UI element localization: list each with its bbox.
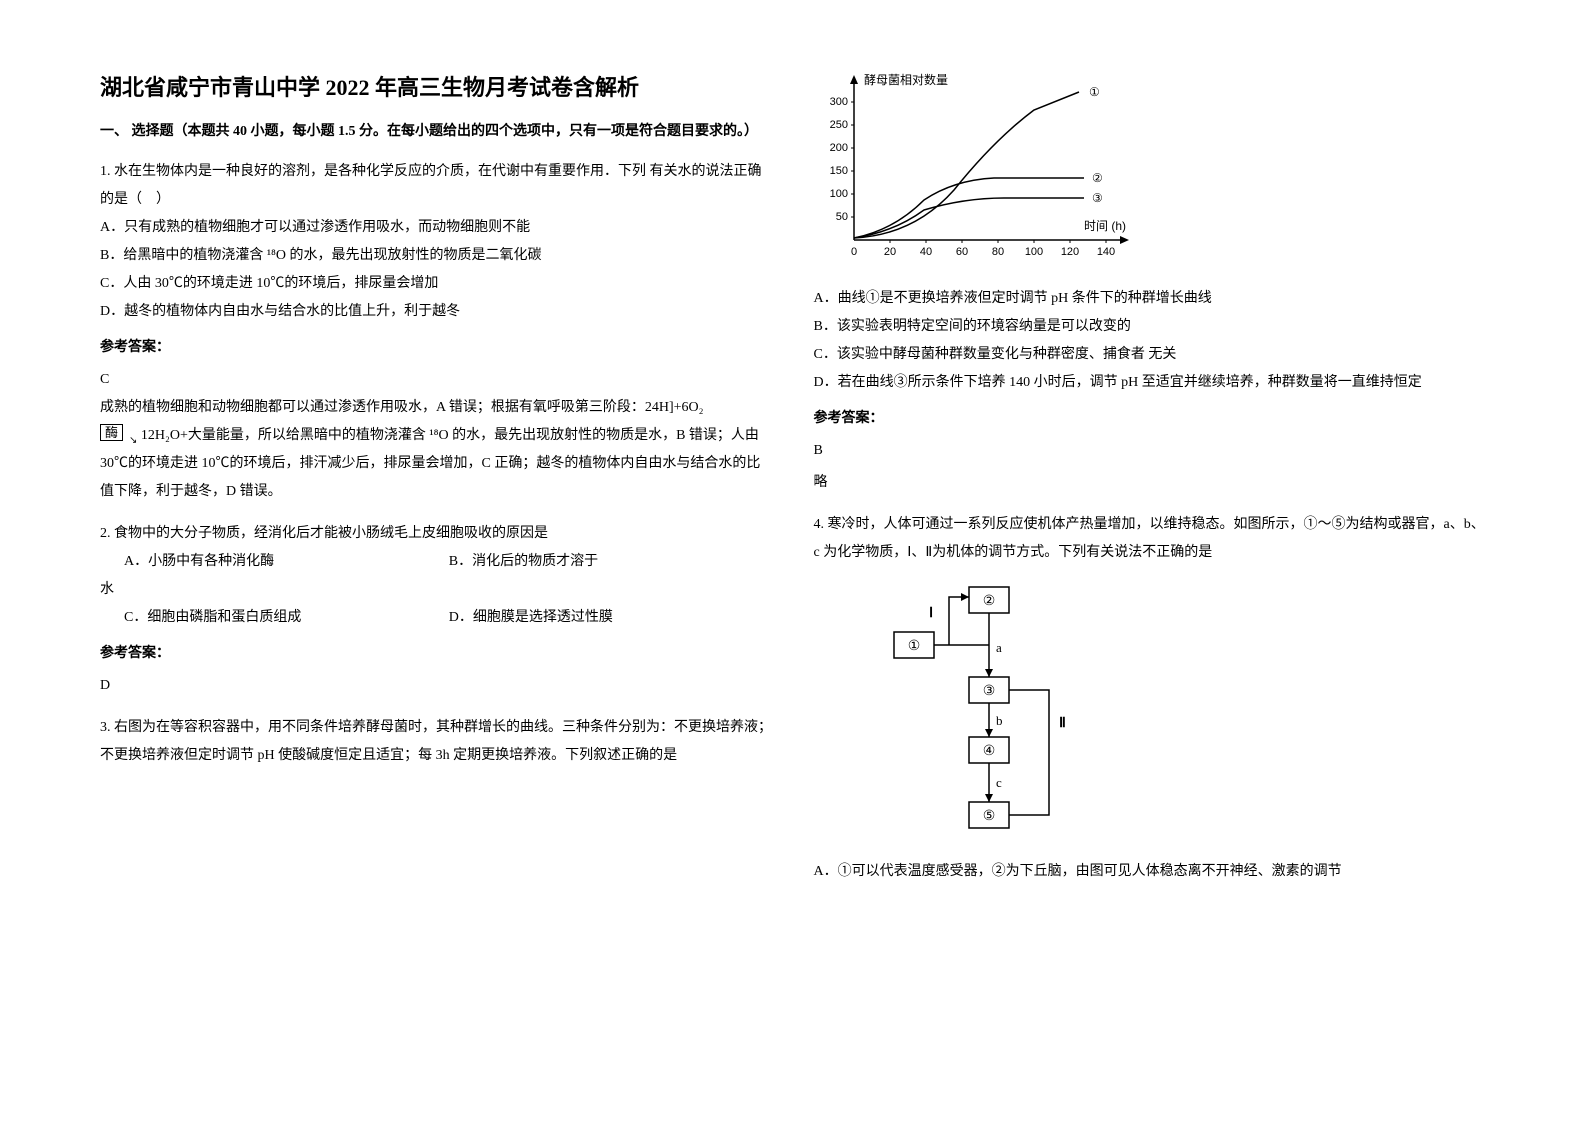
q2-option-a: A．小肠中有各种消化酶: [100, 548, 449, 576]
ytick-300: 300: [829, 96, 847, 108]
xtick-60: 60: [955, 246, 967, 258]
question-3-stem: 3. 右图为在等容积容器中，用不同条件培养酵母菌时，其种群增长的曲线。三种条件分…: [100, 714, 774, 770]
xtick-100: 100: [1024, 246, 1042, 258]
q2-answer: D: [100, 672, 774, 700]
q1-explanation-pre: 成熟的植物细胞和动物细胞都可以通过渗透作用吸水，A 错误；根据有氧呼吸第三阶段：…: [100, 394, 774, 422]
q2-stem: 2. 食物中的大分子物质，经消化后才能被小肠绒毛上皮细胞吸收的原因是: [100, 520, 774, 548]
q4-stem: 4. 寒冷时，人体可通过一系列反应使机体产热量增加，以维持稳态。如图所示，①～⑤…: [814, 511, 1488, 567]
edge-c: c: [996, 775, 1002, 790]
q2-option-c: C．细胞由磷脂和蛋白质组成: [100, 604, 449, 632]
enzyme-label: 酶: [100, 424, 123, 442]
ytick-250: 250: [829, 119, 847, 131]
left-column: 湖北省咸宁市青山中学 2022 年高三生物月考试卷含解析 一、 选择题（本题共 …: [100, 70, 774, 900]
xtick-80: 80: [991, 246, 1003, 258]
chart-x-label: 时间 (h): [1084, 219, 1126, 233]
ytick-200: 200: [829, 142, 847, 154]
q2-answer-label: 参考答案：: [100, 640, 774, 668]
xtick-140: 140: [1096, 246, 1114, 258]
label-I: Ⅰ: [929, 606, 933, 621]
exam-title: 湖北省咸宁市青山中学 2022 年高三生物月考试卷含解析: [100, 70, 774, 102]
xtick-0: 0: [850, 246, 856, 258]
q1-enzyme-row: 酶 ↘ 12H₂O+大量能量，所以给黑暗中的植物浇灌含 ¹⁸O 的水，最先出现放射…: [100, 422, 774, 506]
q1-option-d: D．越冬的植物体内自由水与结合水的比值上升，利于越冬: [100, 298, 774, 326]
q1-answer-label: 参考答案：: [100, 334, 774, 362]
curve-2-label: ②: [1092, 171, 1103, 185]
q1-stem: 1. 水在生物体内是一种良好的溶剂，是各种化学反应的介质，在代谢中有重要作用．下…: [100, 158, 774, 214]
xtick-40: 40: [919, 246, 931, 258]
question-3-options: A．曲线①是不更换培养液但定时调节 pH 条件下的种群增长曲线 B．该实验表明特…: [814, 285, 1488, 497]
q3-option-d: D．若在曲线③所示条件下培养 140 小时后，调节 pH 至适宜并继续培养，种群…: [814, 369, 1488, 397]
question-1: 1. 水在生物体内是一种良好的溶剂，是各种化学反应的介质，在代谢中有重要作用．下…: [100, 158, 774, 506]
q1-answer: C: [100, 366, 774, 394]
node-3: ③: [982, 684, 995, 699]
q1-option-c: C．人由 30℃的环境走进 10℃的环境后，排尿量会增加: [100, 270, 774, 298]
q4-option-a: A．①可以代表温度感受器，②为下丘脑，由图可见人体稳态离不开神经、激素的调节: [814, 858, 1488, 886]
question-2: 2. 食物中的大分子物质，经消化后才能被小肠绒毛上皮细胞吸收的原因是 A．小肠中…: [100, 520, 774, 700]
q3-option-c: C．该实验中酵母菌种群数量变化与种群密度、捕食者 无关: [814, 341, 1488, 369]
regulation-diagram: ② ① ③ ④ ⑤ a b: [874, 577, 1134, 837]
right-column: 50 100 150 200 250 300 0 20 40 60: [814, 70, 1488, 900]
q3-option-a: A．曲线①是不更换培养液但定时调节 pH 条件下的种群增长曲线: [814, 285, 1488, 313]
q3-answer-label: 参考答案：: [814, 405, 1488, 433]
q1-explanation-post: 12H₂O+大量能量，所以给黑暗中的植物浇灌含 ¹⁸O 的水，最先出现放射性的物…: [100, 428, 760, 499]
q2-option-d: D．细胞膜是选择透过性膜: [449, 604, 774, 632]
q2-water: 水: [100, 576, 774, 604]
q3-answer: B: [814, 437, 1488, 465]
q2-option-b: B．消化后的物质才溶于: [449, 548, 774, 576]
edge-b: b: [996, 713, 1003, 728]
q3-answer2: 略: [814, 469, 1488, 497]
edge-a: a: [996, 640, 1002, 655]
yeast-growth-chart: 50 100 150 200 250 300 0 20 40 60: [814, 70, 1154, 270]
arrow-icon: ↘: [129, 431, 137, 451]
q3-stem: 3. 右图为在等容积容器中，用不同条件培养酵母菌时，其种群增长的曲线。三种条件分…: [100, 714, 774, 770]
node-4: ④: [982, 744, 995, 759]
chart-y-label: 酵母菌相对数量: [864, 72, 948, 87]
node-2: ②: [982, 594, 995, 609]
node-5: ⑤: [982, 809, 995, 824]
node-1: ①: [907, 639, 920, 654]
ytick-50: 50: [835, 211, 847, 223]
q1-option-b: B．给黑暗中的植物浇灌含 ¹⁸O 的水，最先出现放射性的物质是二氧化碳: [100, 242, 774, 270]
q3-option-b: B．该实验表明特定空间的环境容纳量是可以改变的: [814, 313, 1488, 341]
xtick-20: 20: [883, 246, 895, 258]
section-header: 一、 选择题（本题共 40 小题，每小题 1.5 分。在每小题给出的四个选项中，…: [100, 120, 774, 144]
ytick-100: 100: [829, 188, 847, 200]
q1-option-a: A．只有成熟的植物细胞才可以通过渗透作用吸水，而动物细胞则不能: [100, 214, 774, 242]
curve-1-label: ①: [1089, 85, 1100, 99]
question-4: 4. 寒冷时，人体可通过一系列反应使机体产热量增加，以维持稳态。如图所示，①～⑤…: [814, 511, 1488, 886]
label-II: Ⅱ: [1059, 716, 1066, 731]
xtick-120: 120: [1060, 246, 1078, 258]
curve-3-label: ③: [1092, 191, 1103, 205]
ytick-150: 150: [829, 165, 847, 177]
